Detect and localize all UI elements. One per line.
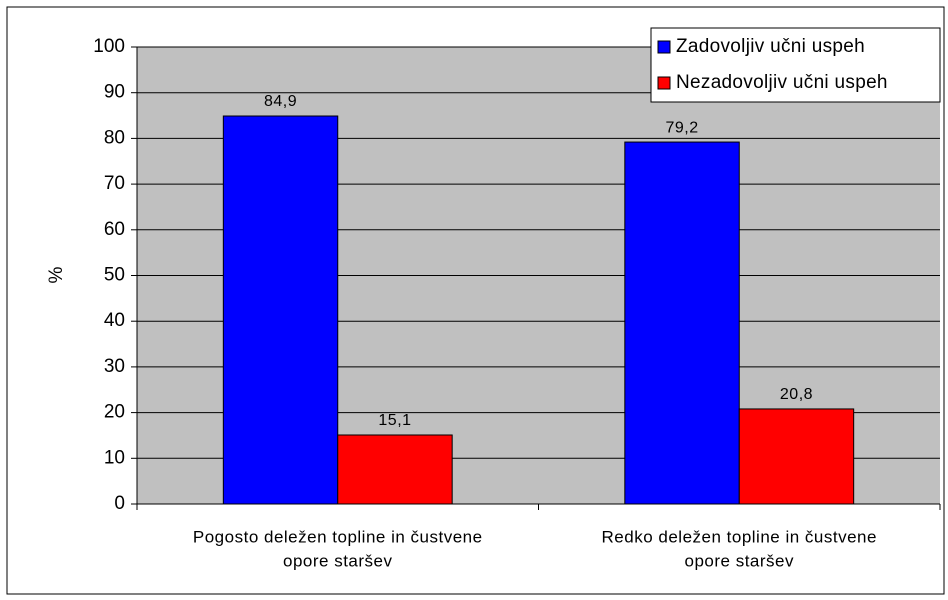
- y-tick-label: 30: [104, 356, 125, 377]
- bar: [337, 434, 453, 505]
- y-tick-label: 40: [104, 310, 125, 331]
- y-tick-label: 0: [114, 493, 125, 514]
- legend-label: Nezadovoljiv učni uspeh: [676, 72, 888, 93]
- value-label: 20,8: [780, 386, 813, 403]
- value-label: 15,1: [378, 412, 411, 429]
- y-tick-label: 100: [93, 36, 125, 57]
- x-tick-label: opore staršev: [685, 551, 795, 570]
- x-tick-label: Redko deležen topline in čustvene: [602, 527, 877, 546]
- y-tick-label: 10: [104, 447, 125, 468]
- value-label: 84,9: [264, 93, 297, 110]
- y-tick-label: 70: [104, 173, 125, 194]
- bar: [738, 408, 855, 505]
- y-axis-label: %: [46, 266, 67, 283]
- x-tick-label: Pogosto deležen topline in čustvene: [193, 527, 483, 546]
- bar: [624, 141, 740, 505]
- y-tick-label: 60: [104, 219, 125, 240]
- y-tick-label: 80: [104, 127, 125, 148]
- y-tick-label: 20: [104, 402, 125, 423]
- legend-swatch: [657, 76, 671, 90]
- legend-label: Zadovoljiv učni uspeh: [676, 36, 865, 57]
- value-label: 79,2: [665, 119, 698, 136]
- bar: [222, 115, 339, 505]
- legend-swatch: [657, 40, 671, 54]
- y-tick-label: 90: [104, 82, 125, 103]
- x-tick-label: opore staršev: [283, 551, 393, 570]
- legend: [650, 27, 941, 103]
- y-tick-label: 50: [104, 265, 125, 286]
